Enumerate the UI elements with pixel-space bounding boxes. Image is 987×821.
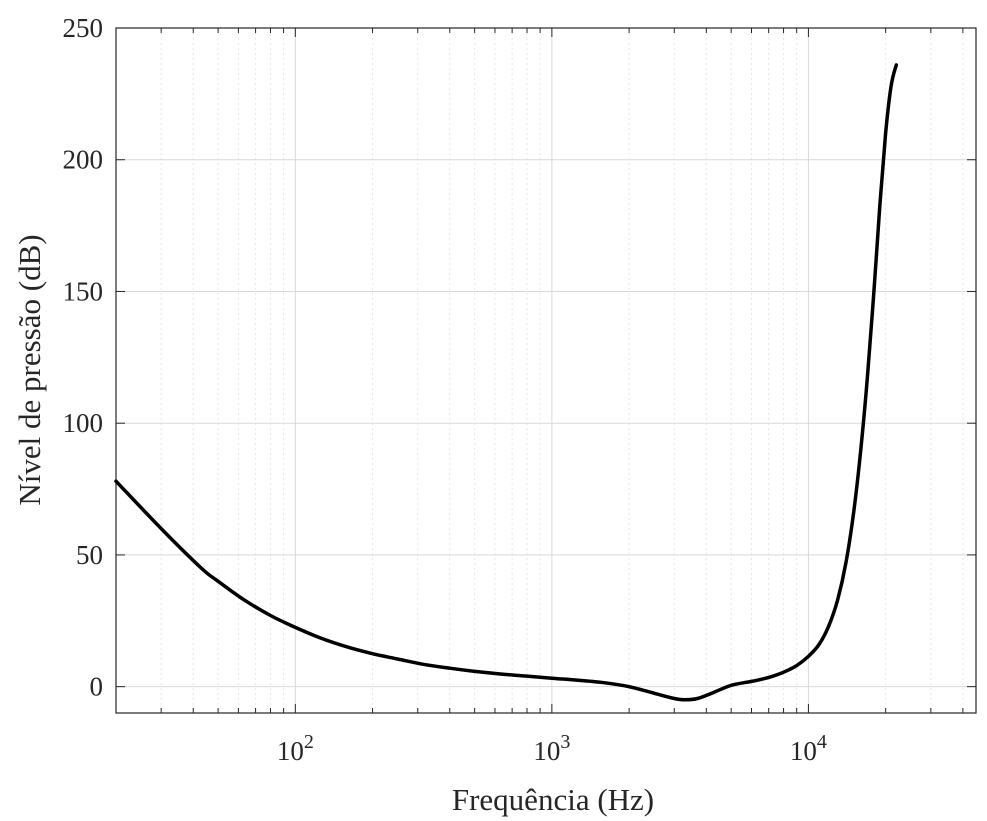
series-line [114,63,899,702]
y-tick-label: 100 [63,408,104,438]
tick-marks [115,27,976,713]
series-group [114,63,899,702]
y-tick-label: 50 [76,540,103,570]
y-axis-label: Nível de pressão (dB) [12,234,47,505]
y-tick-label: 250 [63,13,104,43]
y-tick-label: 150 [63,276,104,306]
x-tick-labels: 102 103 104 [277,731,827,766]
x-tick-label: 102 [277,731,314,766]
y-tick-label: 0 [90,672,104,702]
x-axis-label: Frequência (Hz) [452,782,654,817]
grid [115,27,976,713]
x-tick-label: 104 [790,731,827,766]
x-tick-label: 103 [533,731,570,766]
axes [115,27,977,714]
y-tick-label: 200 [63,145,104,175]
plot-frame [115,27,977,714]
y-tick-labels: 0 50 100 150 200 250 [63,13,104,702]
